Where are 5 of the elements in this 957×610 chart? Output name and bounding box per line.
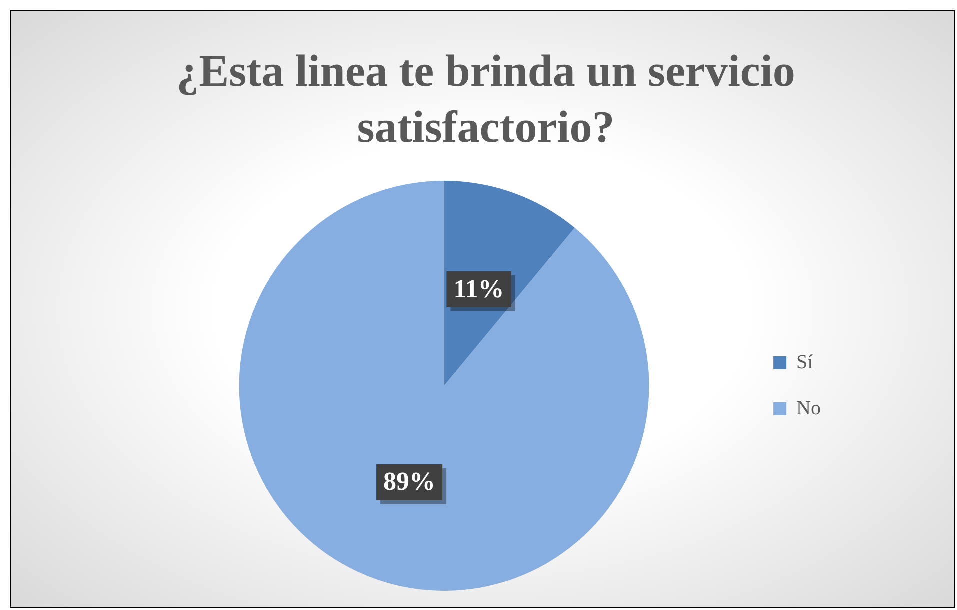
chart-title: ¿Esta linea te brinda un servicio satisfactorio?	[176, 45, 796, 154]
data-label: 89%	[384, 467, 436, 496]
legend-label: Sí	[796, 351, 814, 374]
data-label: 11%	[454, 274, 504, 304]
legend-label: No	[796, 397, 822, 420]
